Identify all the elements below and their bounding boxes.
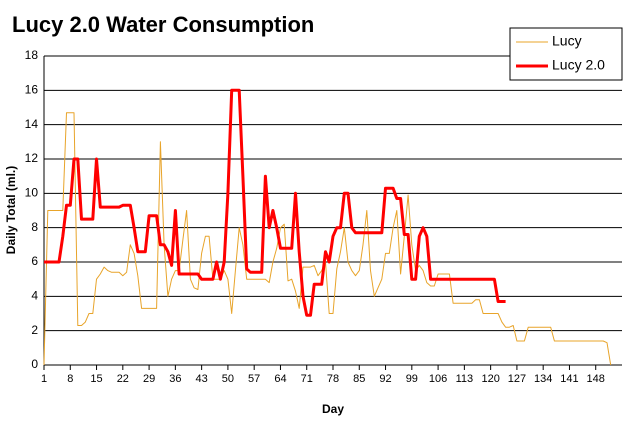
x-tick-label: 78 [327, 373, 339, 385]
chart-title: Lucy 2.0 Water Consumption [12, 12, 314, 37]
x-tick-label: 134 [534, 373, 552, 385]
x-tick-label: 43 [196, 373, 208, 385]
x-tick-label: 71 [301, 373, 313, 385]
legend-label: Lucy [552, 33, 582, 49]
y-tick-label: 4 [31, 289, 38, 303]
y-tick-label: 2 [31, 323, 38, 337]
y-tick-label: 16 [25, 83, 39, 97]
legend-label: Lucy 2.0 [552, 57, 605, 73]
x-tick-label: 127 [508, 373, 526, 385]
x-tick-label: 92 [379, 373, 391, 385]
x-tick-label: 29 [143, 373, 155, 385]
y-tick-label: 6 [31, 254, 38, 268]
x-tick-label: 64 [274, 373, 286, 385]
x-tick-label: 113 [456, 373, 474, 385]
series-line [44, 88, 506, 317]
x-tick-label: 120 [481, 373, 499, 385]
y-tick-label: 0 [31, 357, 38, 371]
x-tick-label: 1 [41, 373, 47, 385]
y-tick-label: 10 [25, 186, 39, 200]
x-axis-label: Day [322, 402, 344, 416]
x-tick-label: 141 [560, 373, 578, 385]
x-tick-label: 8 [67, 373, 73, 385]
x-tick-label: 148 [587, 373, 605, 385]
x-tick-label: 15 [90, 373, 102, 385]
y-tick-label: 14 [25, 117, 39, 131]
y-axis-label: Daily Total (ml.) [4, 166, 18, 254]
x-tick-label: 85 [353, 373, 365, 385]
legend-box [509, 27, 623, 81]
y-tick-label: 12 [25, 151, 39, 165]
y-tick-label: 8 [31, 220, 38, 234]
x-tick-label: 57 [248, 373, 260, 385]
series-line [43, 112, 612, 366]
x-tick-label: 36 [169, 373, 181, 385]
x-tick-label: 99 [406, 373, 418, 385]
x-tick-label: 22 [117, 373, 129, 385]
x-tick-label: 106 [429, 373, 447, 385]
x-tick-label: 50 [222, 373, 234, 385]
y-tick-label: 18 [25, 48, 39, 62]
